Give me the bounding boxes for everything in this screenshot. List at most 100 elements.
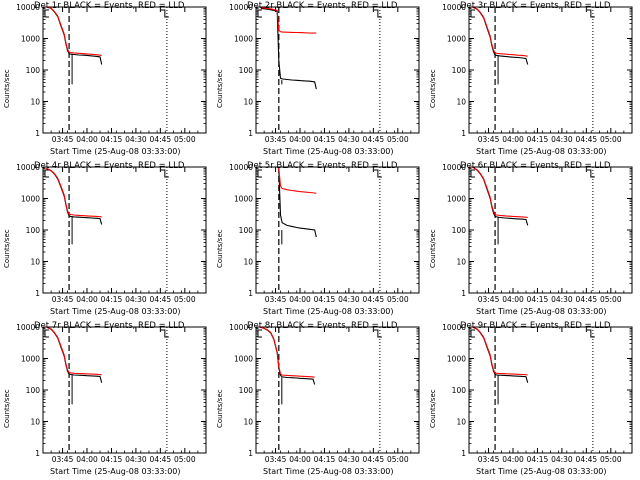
- y-axis-label-wrap: Counts/sec: [216, 69, 226, 148]
- x-tick-label: 04:00: [76, 135, 98, 144]
- y-tick-label: 1000: [234, 195, 253, 204]
- events-series-line: [46, 6, 103, 65]
- events-series-line: [278, 168, 317, 238]
- y-axis-label-wrap: Counts/sec: [216, 229, 226, 308]
- x-axis-label: Start Time (25-Aug-08 03:33:00): [476, 307, 607, 316]
- x-tick-label: 04:00: [502, 295, 524, 304]
- detector-panel: 1 10 100 1000 10000 03:45 04:00 04:15 04:30 04:45…: [0, 320, 213, 480]
- lld-series-line: [259, 326, 315, 378]
- x-tick-label: 04:45: [150, 455, 172, 464]
- y-tick-label: 1000: [447, 355, 466, 364]
- panel-title: Det 9r BLACK = Events, RED = LLD: [460, 321, 611, 331]
- interval-bracket-left: [44, 169, 49, 178]
- y-tick-label: 1000: [234, 35, 253, 44]
- detector-panel: 1 10 100 1000 10000 03:45 04:00 04:15 04:30 04:45…: [426, 320, 639, 480]
- y-tick-label: 10000: [16, 3, 40, 12]
- interval-bracket-left: [257, 169, 262, 178]
- x-tick-label: 04:15: [527, 455, 549, 464]
- x-tick-label: 04:00: [76, 455, 98, 464]
- plot-frame: [255, 326, 420, 454]
- y-tick-label: 1000: [21, 195, 40, 204]
- x-tick-label: 04:30: [125, 135, 147, 144]
- y-axis-label-wrap: Counts/sec: [3, 229, 13, 308]
- y-tick-label: 10000: [229, 323, 253, 332]
- interval-bracket-left: [44, 9, 49, 18]
- x-tick-label: 05:00: [174, 295, 196, 304]
- x-tick-label: 03:45: [265, 135, 287, 144]
- x-tick-label: 03:45: [52, 135, 74, 144]
- y-tick-label: 10: [243, 258, 253, 267]
- lld-series-line: [472, 6, 528, 57]
- y-tick-label: 100: [452, 226, 467, 235]
- interval-bracket-left: [470, 329, 475, 338]
- plot-frame: [468, 326, 633, 454]
- x-tick-label: 04:00: [289, 135, 311, 144]
- interval-bracket-right: [586, 9, 595, 18]
- detector-panel: 1 10 100 1000 10000 03:45 04:00 04:15 04:30 04:45…: [213, 320, 426, 480]
- y-axis-label: Counts/sec: [216, 389, 224, 428]
- y-tick-label: 1: [35, 289, 40, 298]
- y-axis-label-wrap: Counts/sec: [429, 69, 439, 148]
- y-axis-label: Counts/sec: [3, 69, 11, 108]
- chart-plot: 1 10 100 1000 10000 03:45 04:00 04:15 04:30 04:45…: [229, 323, 420, 464]
- y-tick-label: 10: [30, 418, 40, 427]
- x-tick-label: 04:30: [125, 295, 147, 304]
- chart-plot: 1 10 100 1000 10000 03:45 04:00 04:15 04:30 04:45…: [16, 3, 207, 144]
- x-tick-label: 04:30: [338, 455, 360, 464]
- lld-series-line: [46, 167, 102, 218]
- detector-panel: 1 10 100 1000 10000 03:45 04:00 04:15 04:30 04:45…: [213, 0, 426, 160]
- x-tick-label: 03:45: [52, 455, 74, 464]
- x-axis-label: Start Time (25-Aug-08 03:33:00): [50, 147, 181, 156]
- y-axis-label: Counts/sec: [216, 69, 224, 108]
- chart-plot: 1 10 100 1000 10000 03:45 04:00 04:15 04:30 04:45…: [229, 3, 420, 144]
- interval-bracket-right: [586, 329, 595, 338]
- panel-title: Det 2r BLACK = Events, RED = LLD: [247, 1, 398, 11]
- x-axis-label: Start Time (25-Aug-08 03:33:00): [263, 307, 394, 316]
- x-tick-label: 05:00: [387, 135, 409, 144]
- interval-bracket-right: [373, 9, 382, 18]
- x-tick-label: 03:45: [478, 455, 500, 464]
- y-tick-label: 1000: [21, 355, 40, 364]
- y-tick-label: 10000: [16, 323, 40, 332]
- y-tick-label: 100: [452, 386, 467, 395]
- x-tick-label: 04:00: [502, 135, 524, 144]
- y-tick-label: 1: [248, 449, 253, 458]
- panel-title: Det 7r BLACK = Events, RED = LLD: [34, 321, 185, 331]
- interval-bracket-left: [257, 9, 262, 18]
- x-axis-label: Start Time (25-Aug-08 03:33:00): [263, 467, 394, 476]
- y-axis-label: Counts/sec: [429, 229, 437, 268]
- x-tick-label: 05:00: [174, 135, 196, 144]
- x-tick-label: 03:45: [52, 295, 74, 304]
- x-tick-label: 04:00: [289, 455, 311, 464]
- x-tick-label: 04:00: [289, 295, 311, 304]
- y-tick-label: 100: [452, 66, 467, 75]
- y-tick-label: 10000: [229, 163, 253, 172]
- panel-title: Det 4r BLACK = Events, RED = LLD: [34, 161, 185, 171]
- y-tick-label: 100: [26, 226, 41, 235]
- plot-frame: [42, 326, 207, 454]
- x-tick-label: 03:45: [265, 295, 287, 304]
- x-tick-label: 03:45: [265, 455, 287, 464]
- y-tick-label: 1: [461, 449, 466, 458]
- x-tick-label: 04:30: [551, 295, 573, 304]
- y-tick-label: 10: [456, 418, 466, 427]
- panel-title: Det 6r BLACK = Events, RED = LLD: [460, 161, 611, 171]
- x-tick-label: 03:45: [478, 135, 500, 144]
- x-tick-label: 04:15: [101, 455, 123, 464]
- x-tick-label: 04:45: [576, 455, 598, 464]
- lld-series-line: [278, 167, 317, 194]
- x-tick-label: 05:00: [387, 295, 409, 304]
- y-tick-label: 10: [30, 258, 40, 267]
- x-tick-label: 04:45: [363, 135, 385, 144]
- x-tick-label: 04:15: [101, 135, 123, 144]
- interval-bracket-right: [160, 9, 169, 18]
- chart-plot: 1 10 100 1000 10000 03:45 04:00 04:15 04:30 04:45…: [229, 163, 420, 304]
- x-tick-label: 04:45: [363, 295, 385, 304]
- x-tick-label: 04:30: [338, 135, 360, 144]
- x-tick-label: 04:15: [314, 135, 336, 144]
- lld-series-line: [472, 326, 528, 376]
- y-tick-label: 1: [461, 129, 466, 138]
- plot-frame: [255, 6, 420, 134]
- interval-bracket-right: [586, 169, 595, 178]
